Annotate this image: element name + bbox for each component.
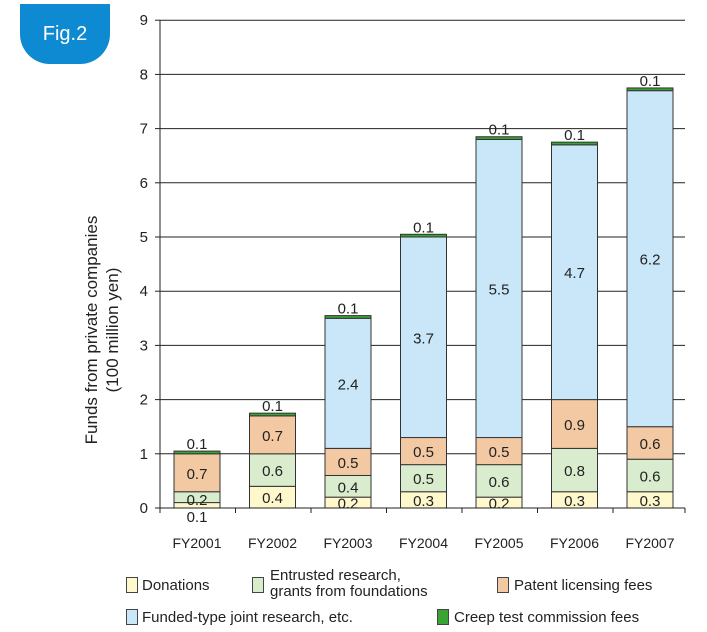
bar-segment — [626, 458, 674, 493]
data-label: 0.3 — [640, 493, 661, 510]
y-tick-label: 4 — [140, 283, 148, 300]
legend-swatch-patent — [497, 577, 509, 593]
badge-shape — [20, 4, 110, 64]
data-label: 0.5 — [489, 444, 510, 461]
data-label: 0.5 — [338, 455, 359, 472]
data-label: 0.3 — [564, 493, 585, 510]
legend-label-creep: Creep test commission fees — [454, 609, 640, 626]
x-tick-label: FY2003 — [323, 535, 372, 551]
bar-segment — [400, 236, 447, 439]
data-label: 5.5 — [489, 281, 510, 298]
data-label: 0.6 — [640, 468, 661, 485]
y-tick-label: 3 — [140, 337, 148, 354]
bar-segment — [400, 437, 447, 466]
bars — [173, 87, 674, 509]
data-label: 0.8 — [564, 463, 585, 480]
data-label: 0.1 — [489, 122, 510, 139]
y-tick-label: 7 — [140, 121, 148, 138]
bar-segment — [249, 415, 296, 455]
data-label: 0.1 — [262, 398, 283, 415]
y-axis-title-line2: (100 million yen) — [103, 268, 122, 393]
data-label: 6.2 — [640, 252, 661, 269]
figure-badge: Fig.2 — [20, 4, 110, 64]
legend-label-patent: Patent licensing fees — [514, 577, 653, 594]
data-label: 0.5 — [413, 471, 434, 488]
bar-segment — [551, 141, 598, 146]
legend-swatch-donations — [126, 577, 138, 593]
bar-segment — [324, 317, 372, 449]
data-label: 0.6 — [640, 436, 661, 453]
bar-segment — [475, 464, 523, 498]
bar-segment — [249, 453, 296, 487]
y-tick-label: 9 — [140, 12, 148, 29]
data-label: 0.2 — [338, 496, 359, 513]
legend-swatch-entrusted — [252, 577, 264, 593]
x-tick-label: FY2002 — [248, 535, 297, 551]
y-tick-label: 2 — [140, 392, 148, 409]
data-label: 0.1 — [413, 219, 434, 236]
data-label: 0.1 — [338, 301, 359, 318]
data-label: 0.7 — [262, 428, 283, 445]
data-labels: 0.10.20.70.10.40.60.70.10.20.40.52.40.10… — [187, 73, 661, 526]
y-tick-label: 1 — [140, 446, 148, 463]
data-label: 2.4 — [338, 376, 359, 393]
x-tick-label: FY2004 — [399, 535, 448, 551]
bar-segment — [475, 136, 523, 140]
data-label: 0.9 — [564, 417, 585, 434]
y-tick-label: 0 — [140, 500, 148, 517]
bar-segment — [475, 437, 523, 466]
data-label: 4.7 — [564, 265, 585, 282]
data-label: 0.1 — [640, 73, 661, 90]
x-tick-label: FY2006 — [550, 535, 599, 551]
bar-segment — [475, 138, 523, 439]
legend-label-entrusted-line2: grants from foundations — [270, 583, 428, 600]
y-axis-title-line1: Funds from private companies — [82, 216, 101, 445]
badge-label: Fig.2 — [43, 23, 87, 45]
x-tick-label: FY2005 — [474, 535, 523, 551]
y-tick-label: 5 — [140, 229, 148, 246]
legend-label-funded: Funded-type joint research, etc. — [142, 609, 353, 626]
bar-segment — [249, 412, 296, 417]
data-label: 0.7 — [187, 466, 208, 483]
legend-swatch-funded — [126, 609, 138, 625]
data-label: 0.4 — [262, 490, 283, 507]
data-label: 0.5 — [413, 444, 434, 461]
bar-segment — [173, 453, 221, 493]
data-label: 3.7 — [413, 330, 434, 347]
data-label: 0.1 — [564, 127, 585, 144]
y-tick-label: 8 — [140, 66, 148, 83]
x-tick-label: FY2001 — [172, 535, 221, 551]
data-label: 0.6 — [262, 463, 283, 480]
y-tick-label: 6 — [140, 175, 148, 192]
axes: 0 1 2 3 4 5 6 7 8 9 FY2001 FY2002 FY2003 FY2004 FY2005… — [140, 12, 686, 551]
data-label: 0.2 — [489, 496, 510, 513]
bar-segment — [551, 144, 598, 401]
data-label: 0.4 — [338, 479, 359, 496]
bar-segment — [626, 90, 674, 428]
bar-segment — [324, 315, 372, 319]
data-label: 0.1 — [187, 436, 208, 453]
data-label: 0.3 — [413, 493, 434, 510]
bar-segment — [324, 447, 372, 476]
bar-segment — [626, 87, 674, 92]
data-label: 0.6 — [489, 474, 510, 491]
legend-label-entrusted-line1: Entrusted research, — [270, 567, 401, 584]
legend-label-donations: Donations — [142, 577, 210, 594]
x-tick-label: FY2007 — [625, 535, 674, 551]
bar-segment — [400, 233, 447, 238]
bar-segment — [173, 450, 221, 455]
data-label: 0.2 — [187, 492, 208, 509]
legend-swatch-creep — [437, 609, 449, 625]
data-label: 0.1 — [187, 509, 208, 526]
